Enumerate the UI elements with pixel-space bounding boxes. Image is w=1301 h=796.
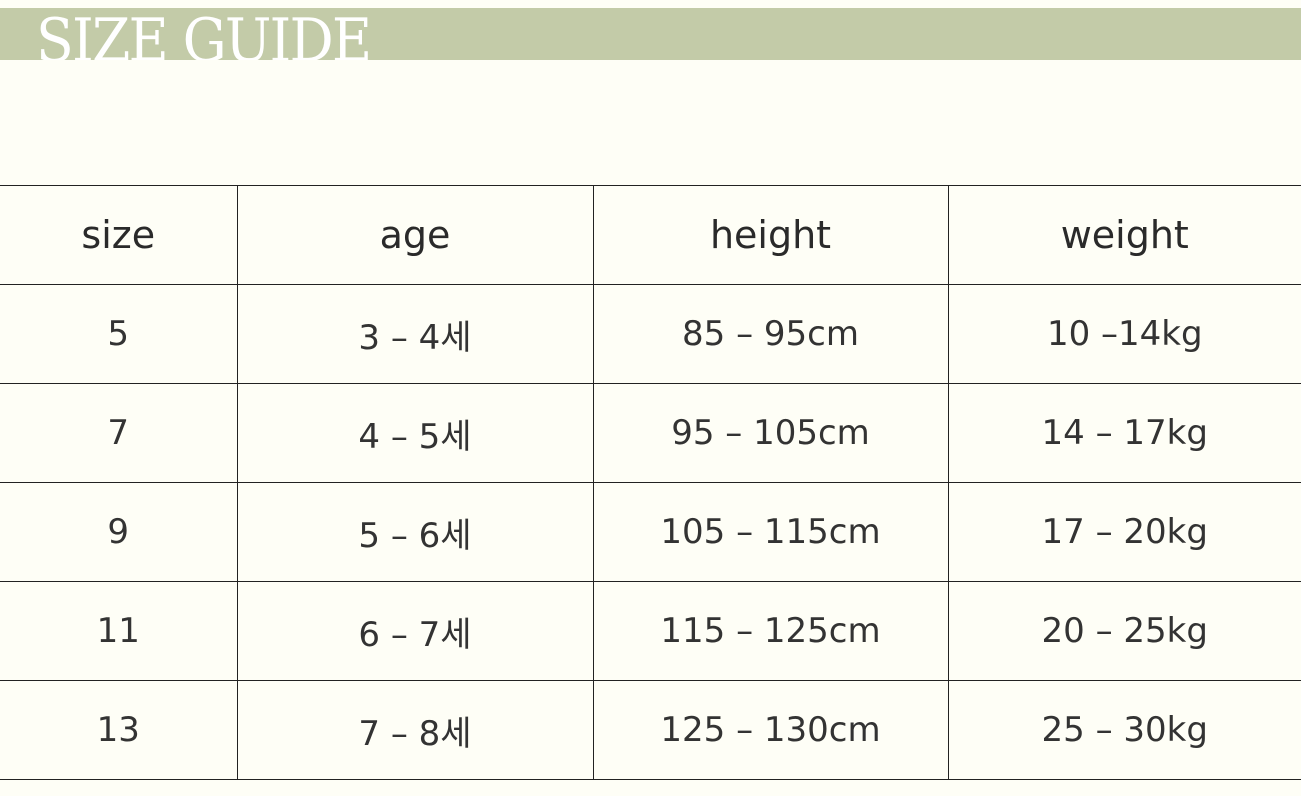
cell-weight: 10 –14kg [947,284,1301,384]
cell-age: 4 – 5세 [236,383,593,483]
page-title: SIZE GUIDE [36,8,372,60]
header-height: height [592,185,948,285]
cell-height: 85 – 95cm [592,284,948,384]
table-row: 13 7 – 8세 125 – 130cm 25 – 30kg [0,680,1301,780]
cell-size: 5 [0,284,237,384]
cell-age: 7 – 8세 [236,680,593,780]
header-row: size age height weight [0,185,1301,285]
header-age: age [236,185,593,285]
cell-height: 125 – 130cm [592,680,948,780]
cell-age: 3 – 4세 [236,284,593,384]
cell-age: 6 – 7세 [236,581,593,681]
cell-weight: 20 – 25kg [947,581,1301,681]
cell-size: 7 [0,383,237,483]
table-row: 11 6 – 7세 115 – 125cm 20 – 25kg [0,581,1301,681]
cell-weight: 17 – 20kg [947,482,1301,582]
cell-height: 105 – 115cm [592,482,948,582]
cell-height: 115 – 125cm [592,581,948,681]
header-size: size [0,185,237,285]
cell-weight: 25 – 30kg [947,680,1301,780]
cell-size: 11 [0,581,237,681]
header-weight: weight [947,185,1301,285]
title-band: SIZE GUIDE [0,8,1301,60]
cell-age: 5 – 6세 [236,482,593,582]
cell-size: 9 [0,482,237,582]
cell-weight: 14 – 17kg [947,383,1301,483]
cell-size: 13 [0,680,237,780]
cell-height: 95 – 105cm [592,383,948,483]
